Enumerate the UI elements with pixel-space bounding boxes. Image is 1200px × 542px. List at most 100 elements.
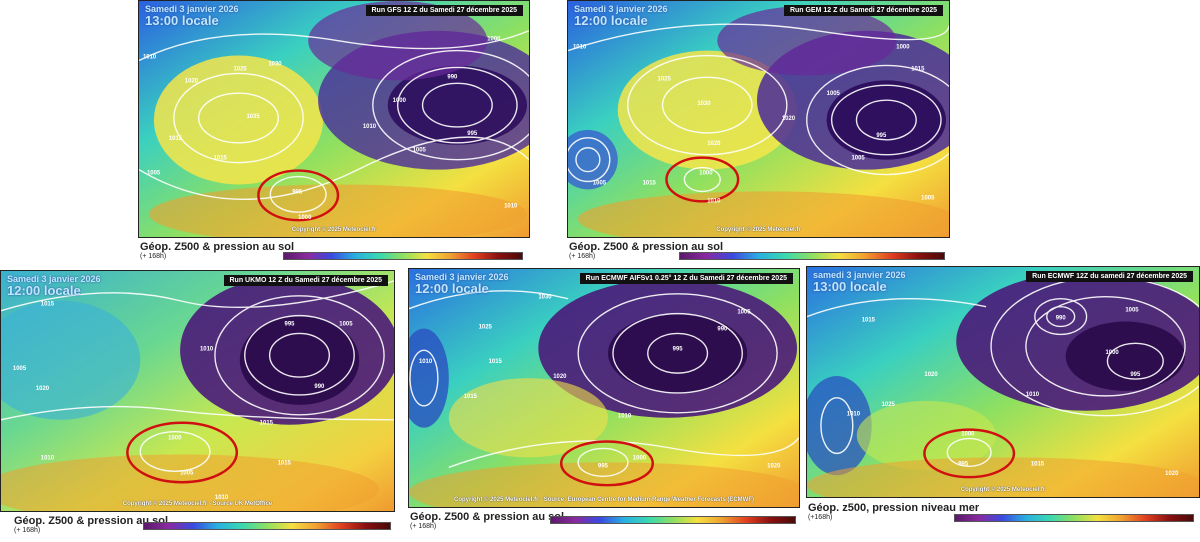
color-scale [954,514,1194,522]
isobar-label: 1010 [200,346,214,352]
forecast-date: Samedi 3 janvier 2026 13:00 locale [145,4,239,29]
isobar-label: 1025 [479,325,493,331]
isobar-label: 1010 [618,414,632,420]
isobar-label: 1010 [504,203,518,209]
isobar-label: 1000 [168,436,182,442]
isobar-label: 1015 [1031,461,1045,467]
isobar-label: 1020 [553,374,567,380]
caption-lead-time: (+168h) [808,514,833,521]
map-gem: 1010 1005 1000 1030 1025 1020 1015 1005 … [567,0,950,238]
date-label: Samedi 3 janvier 2026 [574,4,668,14]
isobar-label: 1005 [827,91,841,97]
panel-ecmwf-aifs: 1030 1025 1020 1015 995 990 1005 1010 10… [408,268,800,542]
isobar-label: 990 [447,74,458,80]
caption-title: Géop. z500, pression niveau mer [808,502,980,514]
isobar-label: 995 [285,322,296,328]
isobar-label: 1010 [573,45,587,51]
forecast-date: Samedi 3 janvier 2026 12:00 locale [574,4,668,29]
panel-gem: 1010 1005 1000 1030 1025 1020 1015 1005 … [567,0,950,264]
isobar-label: 995 [598,463,609,469]
isobar-label: 1010 [363,124,377,130]
date-label: samedi 3 janvier 2026 [813,270,906,280]
isobar-label: 990 [1056,316,1067,322]
isobar-label: 1020 [924,372,938,378]
copyright: Copyright © 2025 Meteociel.fr [716,227,801,233]
forecast-date: Samedi 3 janvier 2026 12:00 locale [7,274,101,299]
isobar-label: 1005 [13,366,27,372]
date-label: Samedi 3 janvier 2026 [415,272,509,282]
isobar-label: 990 [717,326,728,332]
isobar-label: 1025 [658,76,672,82]
caption: Géop. z500, pression niveau mer (+168h) [808,502,979,521]
panel-ukmo: 1015 1020 1005 1010 995 990 1005 1000 10… [0,270,395,542]
caption-title: Géop. Z500 & pression au sol [14,515,169,527]
isobar-label: 1005 [737,310,751,316]
isobar-label: 1005 [147,171,161,177]
isobar-label: 1005 [180,470,194,476]
isobar-label: 1005 [852,156,866,162]
caption-title: Géop. Z500 & pression au sol [410,511,565,523]
map-ecmwf-aifs: 1030 1025 1020 1015 995 990 1005 1010 10… [408,268,800,508]
isobar-label: 1015 [464,394,478,400]
run-info: Run ECMWF 12Z du samedi 27 décembre 2025 [1026,271,1193,282]
isobar-label: 1000 [1105,350,1119,356]
isobar-label: 1000 [896,45,910,51]
isobar-label: 1005 [1125,308,1139,314]
copyright: Copyright © 2025 Meteociel.fr [291,227,377,233]
caption: Géop. Z500 & pression au sol (+ 168h) [569,241,723,260]
isobar-label: 1000 [699,171,713,177]
isobar-label: 1015 [862,318,876,324]
isobar-label: 1010 [847,412,861,418]
time-label: 12:00 locale [7,283,81,299]
caption-lead-time: (+ 168h) [410,523,437,530]
isobar-label: 1020 [1165,471,1179,477]
run-info: Run GEM 12 Z du Samedi 27 décembre 2025 [783,5,943,16]
isobar-label: 1015 [214,156,228,162]
isobar-label: 1010 [419,359,433,365]
map-ukmo: 1015 1020 1005 1010 995 990 1005 1000 10… [0,270,395,512]
panel-ecmwf: 1005 1000 995 990 1015 1010 1020 1025 10… [806,266,1200,542]
forecast-date: samedi 3 janvier 2026 13:00 locale [813,270,906,295]
caption-lead-time: (+ 168h) [14,527,41,534]
time-label: 13:00 locale [145,13,219,29]
isobar-label: 995 [292,189,303,195]
forecast-date: Samedi 3 janvier 2026 12:00 locale [415,272,509,296]
time-label: 13:00 locale [813,279,887,295]
time-label: 12:00 locale [574,13,648,29]
isobar-label: 1030 [697,101,711,107]
isobar-label: 1000 [487,37,501,43]
isobar-label: 1025 [234,66,248,72]
isobar-label: 1020 [185,78,199,84]
run-info: Run GFS 12 Z du Samedi 27 décembre 2025 [365,5,523,16]
isobar-label: 1020 [767,463,781,469]
color-scale [283,252,523,260]
isobar-label: 1010 [41,455,55,461]
isobar-label: 1005 [921,195,935,201]
isobar-label: 1010 [143,55,157,61]
isobar-label: 1020 [36,386,50,392]
isobar-label: 1020 [707,141,721,147]
run-info: Run UKMO 12 Z du Samedi 27 décembre 2025 [223,275,388,286]
map-gfs: 1010 1005 1020 1025 1030 1035 1015 1010 … [138,0,530,238]
panel-gfs: 1010 1005 1020 1025 1030 1035 1015 1010 … [138,0,530,264]
isobar-label: 995 [467,131,478,137]
isobar-label: 1000 [393,98,407,104]
isobar-label: 995 [958,461,969,467]
copyright: Copyright © 2025 Meteociel.fr [960,487,1046,493]
isobar-label: 1020 [782,116,796,122]
date-label: Samedi 3 janvier 2026 [145,4,239,14]
isobar-label: 990 [314,384,325,390]
copyright: Copyright © 2025 Meteociel.fr - Source U… [122,501,273,507]
isobar-label: 1015 [278,460,292,466]
isobar-label: 1015 [169,136,183,142]
caption: Géop. Z500 & pression au sol (+ 168h) [140,241,294,260]
color-scale [679,252,945,260]
isobar-label: 1005 [413,148,427,154]
isobar-label: 1010 [707,198,721,204]
isobar-label: 1015 [260,421,274,427]
caption: Géop. Z500 & pression au sol (+ 168h) [14,515,168,534]
color-scale [143,522,391,530]
date-label: Samedi 3 janvier 2026 [7,274,101,284]
isobar-label: 1015 [911,66,925,72]
caption-lead-time: (+ 168h) [140,253,167,260]
